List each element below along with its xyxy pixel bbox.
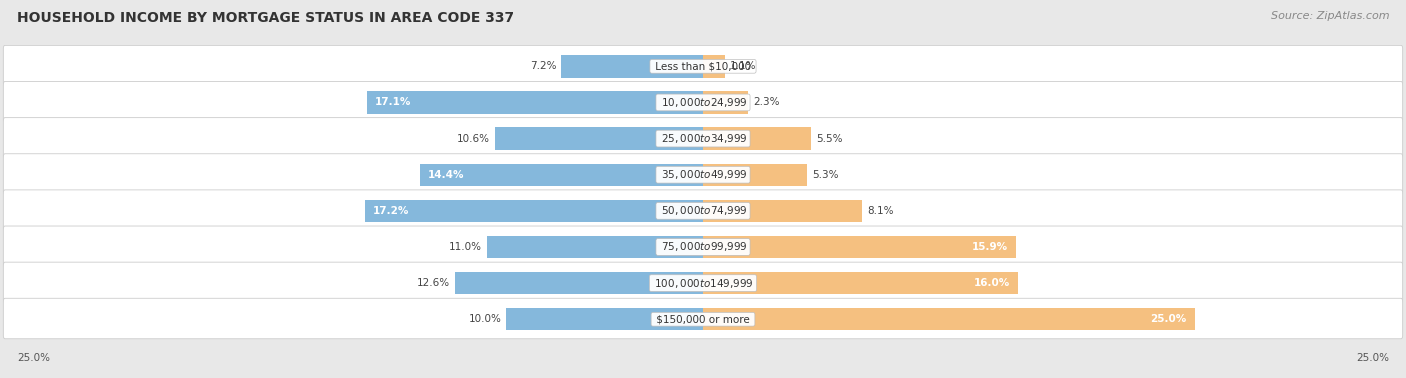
Text: 16.0%: 16.0% [973,278,1010,288]
Bar [703,164,807,186]
Text: $50,000 to $74,999: $50,000 to $74,999 [658,204,748,217]
FancyBboxPatch shape [3,190,1403,230]
Bar [495,127,703,150]
Text: 11.0%: 11.0% [449,242,482,252]
Text: 15.9%: 15.9% [972,242,1008,252]
Bar [367,91,703,114]
Text: 8.1%: 8.1% [868,206,894,216]
Text: 17.2%: 17.2% [373,206,409,216]
Text: 17.1%: 17.1% [374,98,411,107]
Text: 14.4%: 14.4% [427,170,464,180]
Bar [703,236,1015,258]
Text: HOUSEHOLD INCOME BY MORTGAGE STATUS IN AREA CODE 337: HOUSEHOLD INCOME BY MORTGAGE STATUS IN A… [17,11,515,25]
Text: 25.0%: 25.0% [1357,353,1389,363]
Text: 5.5%: 5.5% [815,133,842,144]
Text: $75,000 to $99,999: $75,000 to $99,999 [658,240,748,254]
Text: 10.6%: 10.6% [457,133,489,144]
Text: 10.0%: 10.0% [468,314,502,324]
Bar [703,200,862,222]
FancyBboxPatch shape [3,118,1403,158]
Bar [486,236,703,258]
Bar [703,91,748,114]
FancyBboxPatch shape [3,154,1403,194]
Text: Less than $10,000: Less than $10,000 [652,61,754,71]
FancyBboxPatch shape [3,226,1403,266]
Bar [506,308,703,330]
Bar [420,164,703,186]
FancyBboxPatch shape [3,82,1403,122]
Bar [703,272,1018,294]
Bar [703,308,1195,330]
FancyBboxPatch shape [3,298,1403,339]
Text: 25.0%: 25.0% [1150,314,1187,324]
FancyBboxPatch shape [3,45,1403,86]
Bar [456,272,703,294]
Bar [364,200,703,222]
Text: 5.3%: 5.3% [813,170,838,180]
Text: $150,000 or more: $150,000 or more [652,314,754,324]
Text: $10,000 to $24,999: $10,000 to $24,999 [658,96,748,109]
Text: 25.0%: 25.0% [17,353,49,363]
Text: 2.3%: 2.3% [754,98,780,107]
Text: Source: ZipAtlas.com: Source: ZipAtlas.com [1271,11,1389,21]
Text: 12.6%: 12.6% [418,278,450,288]
Text: 7.2%: 7.2% [530,61,557,71]
Text: $25,000 to $34,999: $25,000 to $34,999 [658,132,748,145]
Bar [561,55,703,77]
Bar [703,127,811,150]
Text: 1.1%: 1.1% [730,61,756,71]
Text: $35,000 to $49,999: $35,000 to $49,999 [658,168,748,181]
Text: $100,000 to $149,999: $100,000 to $149,999 [651,277,755,290]
Bar [703,55,724,77]
FancyBboxPatch shape [3,262,1403,303]
